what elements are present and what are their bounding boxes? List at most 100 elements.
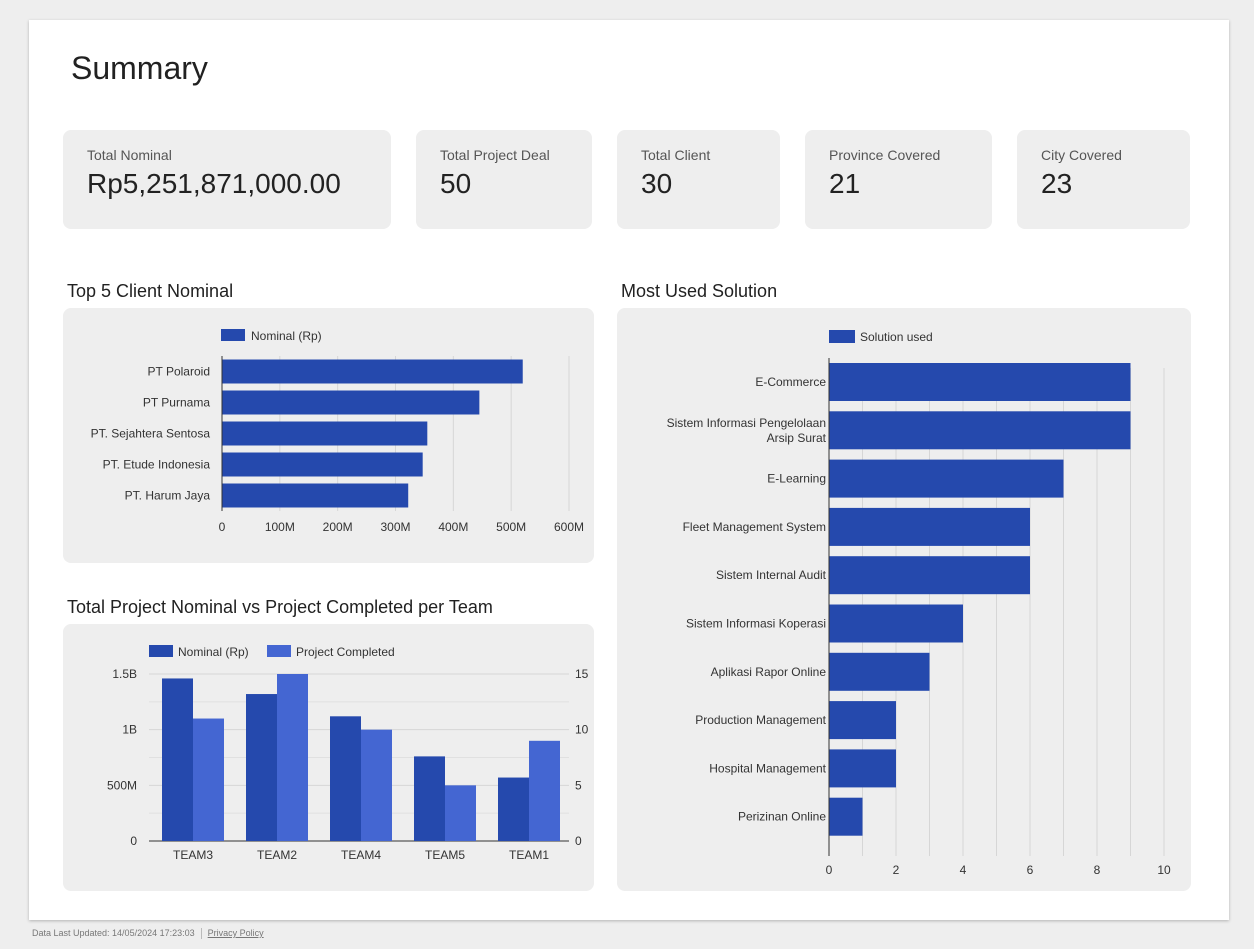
x-tick-label: 10 <box>1157 863 1171 877</box>
kpi-value: 30 <box>641 168 673 199</box>
bar <box>222 421 428 446</box>
x-tick-label: 2 <box>893 863 900 877</box>
x-tick-label: 0 <box>219 520 226 534</box>
bar <box>222 390 480 415</box>
category-label: PT. Sejahtera Sentosa <box>91 427 211 441</box>
bar <box>829 749 896 788</box>
left-tick-label: 0 <box>130 834 137 848</box>
kpi-value: Rp5,251,871,000.00 <box>87 168 341 199</box>
legend-label: Nominal (Rp) <box>251 329 322 343</box>
x-tick-label: 200M <box>323 520 353 534</box>
team-chart-panel: Nominal (Rp) Project Completed 0 500M 1B 1.5B… <box>63 624 594 891</box>
category-label: PT Purnama <box>143 396 210 410</box>
x-tick-label: 500M <box>496 520 526 534</box>
category-label: Production Management <box>695 713 826 727</box>
solutions-chart: Solution used 0 2 4 6 8 10 E-Commerce Sistem Inf… <box>667 330 1171 877</box>
category-label: Sistem Informasi Pengelolaan <box>667 416 826 430</box>
bar <box>829 652 930 691</box>
x-tick-label: 100M <box>265 520 295 534</box>
kpi-label: Total Nominal <box>87 147 172 163</box>
kpi-value: 23 <box>1041 168 1073 199</box>
bar-nominal <box>162 678 193 841</box>
right-tick-label: 15 <box>575 667 589 681</box>
legend-label: Solution used <box>860 330 933 344</box>
footer: Data Last Updated: 14/05/2024 17:23:03 Pr… <box>32 928 264 940</box>
bar-nominal <box>414 756 445 841</box>
bar-completed <box>277 674 308 841</box>
bar-completed <box>193 718 224 841</box>
category-label: TEAM4 <box>341 848 381 862</box>
x-tick-label: 8 <box>1094 863 1101 877</box>
bar <box>222 483 409 508</box>
bar-completed <box>445 785 476 841</box>
category-label: E-Learning <box>767 472 826 486</box>
x-tick-label: 300M <box>380 520 410 534</box>
bar-nominal <box>330 716 361 841</box>
x-tick-label: 0 <box>826 863 833 877</box>
kpi-city-covered: City Covered 23 <box>1017 130 1190 229</box>
category-label: PT. Etude Indonesia <box>103 458 211 472</box>
left-tick-label: 1B <box>122 723 137 737</box>
left-tick-label: 1.5B <box>112 667 137 681</box>
x-tick-label: 4 <box>960 863 967 877</box>
bar-nominal <box>246 694 277 841</box>
bar <box>222 452 423 477</box>
bar-nominal <box>498 777 529 841</box>
bar <box>829 701 896 740</box>
x-tick-label: 600M <box>554 520 584 534</box>
legend-swatch <box>829 330 855 343</box>
category-label: TEAM1 <box>509 848 549 862</box>
solutions-title: Most Used Solution <box>621 281 778 301</box>
bar <box>829 604 963 643</box>
legend-swatch <box>221 329 245 341</box>
x-tick-label: 6 <box>1027 863 1034 877</box>
category-label: Hospital Management <box>709 761 826 775</box>
category-label: Arsip Surat <box>767 431 827 445</box>
report-page: Summary Total Nominal Rp5,251,871,000.00… <box>29 20 1229 920</box>
team-chart: Nominal (Rp) Project Completed 0 500M 1B 1.5B… <box>107 645 589 862</box>
kpi-total-client: Total Client 30 <box>617 130 780 229</box>
bar <box>829 363 1131 401</box>
bar <box>829 797 863 836</box>
kpi-total-nominal: Total Nominal Rp5,251,871,000.00 <box>63 130 391 229</box>
bar-completed <box>529 740 560 841</box>
kpi-label: City Covered <box>1041 147 1122 163</box>
bar <box>829 459 1064 498</box>
legend-swatch <box>267 645 291 657</box>
page-title: Summary <box>71 50 208 86</box>
kpi-province-covered: Province Covered 21 <box>805 130 992 229</box>
right-tick-label: 0 <box>575 834 582 848</box>
solutions-panel: Solution used 0 2 4 6 8 10 E-Commerce Sistem Inf… <box>617 308 1191 891</box>
top-clients-chart: Nominal (Rp) 0 100M 200M 300M 400M 500M 600M PT … <box>91 329 584 534</box>
category-label: E-Commerce <box>755 375 826 389</box>
privacy-policy-link[interactable]: Privacy Policy <box>207 928 264 938</box>
left-tick-label: 500M <box>107 778 137 792</box>
legend-label: Nominal (Rp) <box>178 645 249 659</box>
last-updated-text: Data Last Updated: 14/05/2024 17:23:03 <box>32 928 195 938</box>
top-clients-panel: Nominal (Rp) 0 100M 200M 300M 400M 500M 600M PT … <box>63 308 594 563</box>
bar <box>829 411 1131 450</box>
top-clients-title: Top 5 Client Nominal <box>67 281 234 301</box>
kpi-label: Province Covered <box>829 147 941 163</box>
category-label: TEAM2 <box>257 848 297 862</box>
kpi-value: 21 <box>829 168 861 199</box>
kpi-label: Total Project Deal <box>440 147 550 163</box>
team-chart-title: Total Project Nominal vs Project Complet… <box>67 597 493 617</box>
bar-completed <box>361 729 392 841</box>
right-tick-label: 5 <box>575 778 582 792</box>
footer-divider <box>200 928 202 940</box>
legend-swatch <box>149 645 173 657</box>
category-label: TEAM5 <box>425 848 465 862</box>
category-label: PT Polaroid <box>148 365 210 379</box>
category-label: PT. Harum Jaya <box>125 489 211 503</box>
x-tick-label: 400M <box>438 520 468 534</box>
category-label: Sistem Internal Audit <box>716 568 827 582</box>
kpi-total-project-deal: Total Project Deal 50 <box>416 130 592 229</box>
bar <box>829 507 1030 546</box>
bar <box>222 359 523 384</box>
right-tick-label: 10 <box>575 723 589 737</box>
category-label: TEAM3 <box>173 848 213 862</box>
category-label: Fleet Management System <box>683 520 826 534</box>
category-label: Sistem Informasi Koperasi <box>686 617 826 631</box>
bar <box>829 556 1030 595</box>
